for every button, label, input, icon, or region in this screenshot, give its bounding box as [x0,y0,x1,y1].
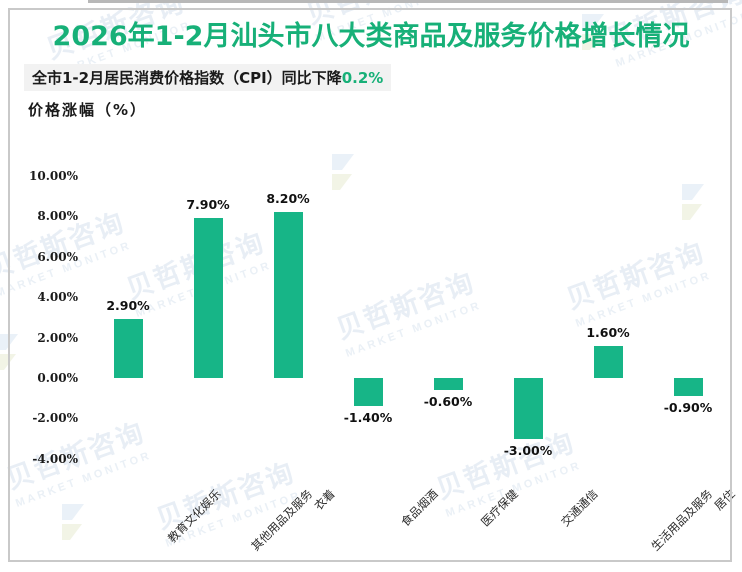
y-axis-tick-label: 0.00% [37,371,78,385]
x-axis-category-label: 医疗保健 [478,486,521,530]
subtitle-text: 全市1-2月居民消费价格指数（CPI）同比下降 [32,69,342,87]
bar[interactable] [193,218,223,378]
bar-value-label: 1.60% [586,324,630,340]
bar[interactable] [113,319,143,378]
y-axis-tick-label: 4.00% [37,290,78,305]
y-axis-tick-label: 6.00% [37,249,78,264]
x-axis-category-label: 居住 [711,486,738,513]
bar-value-label: 7.90% [186,197,230,213]
y-axis-tick-label: -4.00% [32,451,78,466]
bar-value-label: -1.40% [343,410,393,426]
subtitle-highlight-value: 0.2% [341,68,384,87]
x-axis-category-label: 生活用品及服务 [648,486,716,554]
x-axis-category-label: 教育文化娱乐 [164,486,224,546]
bar[interactable] [673,378,703,397]
bar[interactable] [433,378,463,391]
x-axis-category-label: 食品烟酒 [398,486,441,530]
y-axis-unit-label: 价格涨幅（%） [28,101,148,119]
bar[interactable] [513,378,543,439]
y-axis-tick-label: 8.00% [37,209,78,224]
y-axis-tick-label: 2.00% [37,330,78,345]
x-axis-category-label: 其他用品及服务 [248,486,316,554]
bar-value-label: -3.00% [503,442,553,458]
bar[interactable] [353,378,383,407]
subtitle-banner: 全市1-2月居民消费价格指数（CPI）同比下降 0.2% [24,64,392,91]
y-axis-tick-label: 10.00% [29,169,78,183]
y-axis-tick-label: -2.00% [32,411,78,426]
page-title: 2026年1-2月汕头市八大类商品及服务价格增长情况 [52,21,690,52]
bar[interactable] [273,212,303,378]
zero-baseline [88,0,728,3]
x-axis-category-label: 交通通信 [558,486,601,530]
bar-value-label: 2.90% [106,298,150,314]
x-axis-category-label: 衣着 [311,486,338,513]
bar-value-label: -0.90% [663,400,713,416]
bar-value-label: -0.60% [423,394,473,410]
bar[interactable] [593,345,623,378]
bar-value-label: 8.20% [266,191,310,207]
